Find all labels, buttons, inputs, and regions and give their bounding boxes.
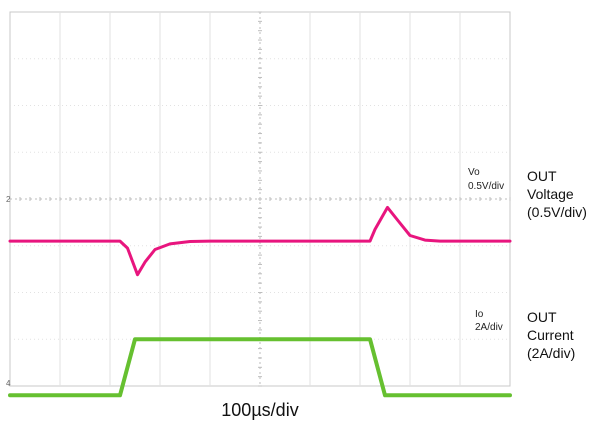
time-base-label: 100µs/div [221, 400, 299, 420]
voltage-label-line2: Voltage [527, 186, 574, 202]
vo-label: Vo [468, 167, 480, 178]
traces [8, 205, 512, 398]
current-label-line2: Current [527, 327, 574, 343]
current-label-line3: (2A/div) [527, 345, 576, 361]
trace-io [8, 337, 512, 398]
io-scale-label: 2A/div [475, 322, 503, 333]
io-label: Io [475, 309, 484, 320]
current-label-line1: OUT [527, 309, 557, 325]
trace-vo [8, 205, 512, 277]
voltage-label-line1: OUT [527, 168, 557, 184]
voltage-side-label: OUT Voltage (0.5V/div) [527, 167, 587, 221]
ch-marker-1: 2 [6, 195, 11, 204]
current-side-label: OUT Current (2A/div) [527, 308, 575, 362]
grid [9, 11, 511, 387]
voltage-label-line3: (0.5V/div) [527, 204, 587, 220]
ch-marker-2: 4 [6, 379, 11, 388]
vo-scale-label: 0.5V/div [468, 181, 504, 192]
